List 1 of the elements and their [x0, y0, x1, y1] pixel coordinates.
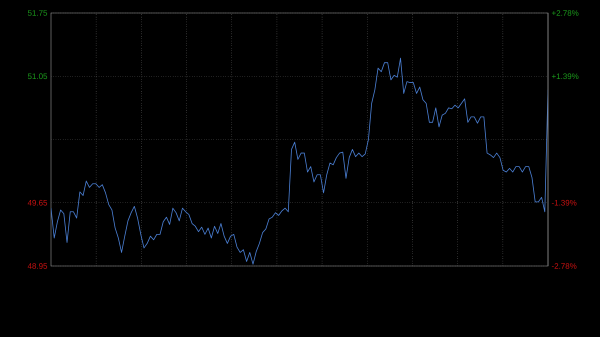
line-series: [51, 58, 548, 265]
